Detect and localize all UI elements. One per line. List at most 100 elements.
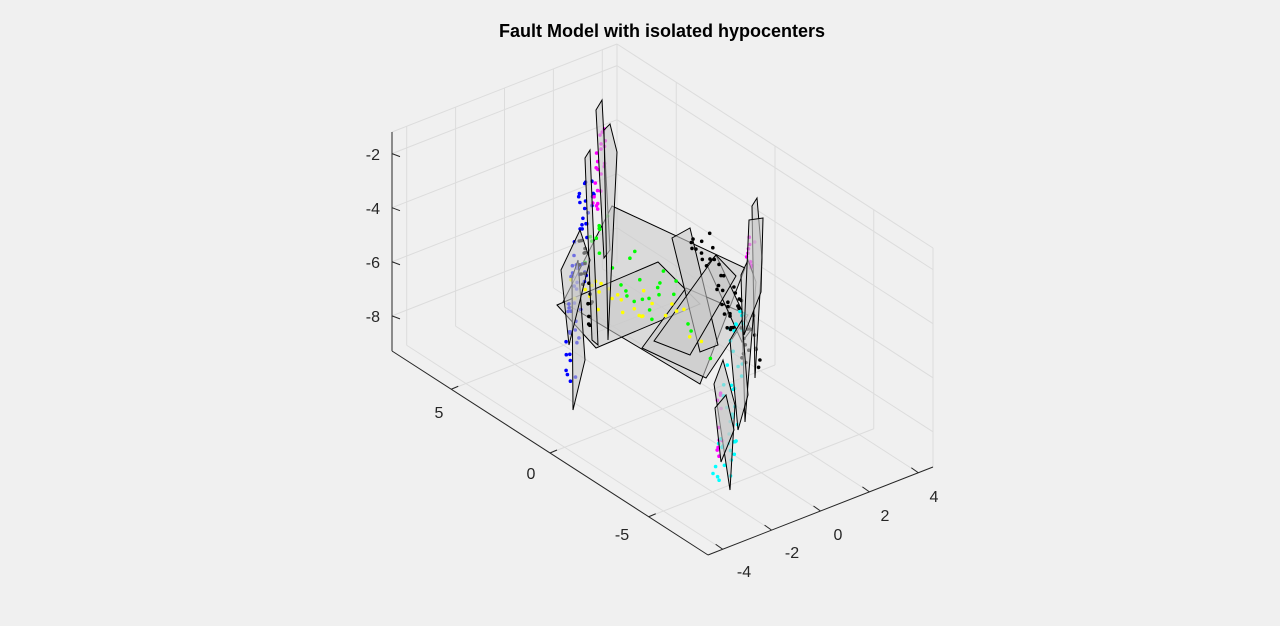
hypocenter-point (725, 363, 730, 367)
axes: -2 -4 -6 -8 -5 0 5 -4 -2 0 2 4 (366, 132, 939, 581)
x-tick-mark (813, 505, 821, 512)
hypocenter-point (565, 372, 570, 377)
hypocenter-point (650, 317, 654, 322)
grid-line (616, 43, 934, 249)
y-axis: -5 0 5 (391, 350, 709, 556)
hypocenter-point (564, 339, 568, 344)
hypocenter-point (633, 249, 637, 254)
hypocenter-point (620, 310, 625, 315)
chart-title: Fault Model with isolated hypocenters (499, 21, 825, 41)
hypocenter-point (593, 181, 598, 185)
hypocenter-point (568, 379, 573, 384)
fault-plane (653, 254, 737, 356)
z-tick-label: -2 (366, 147, 380, 164)
hypocenter-point (595, 201, 600, 206)
hypocenter-point (694, 247, 698, 251)
hypocenter-point (650, 301, 654, 306)
hypocenter-point (624, 289, 628, 293)
z-tick-label: -8 (366, 309, 380, 326)
hypocenter-point (586, 322, 591, 326)
hypocenter-point (619, 283, 623, 287)
y-tick-label: 5 (435, 405, 444, 422)
x-tick-marks (715, 467, 919, 550)
hypocenter-point (715, 474, 720, 479)
hypocenter-point (568, 352, 572, 357)
hypocenter-point (728, 327, 733, 332)
hypocenter-point (726, 304, 730, 309)
grid-line (616, 119, 934, 325)
hypocenter-point (581, 216, 585, 221)
fault-plane (743, 217, 764, 336)
hypocenter-point (722, 312, 727, 316)
x-tick-label: -4 (737, 564, 751, 581)
y-tick-mark (648, 513, 656, 518)
hypocenter-point (661, 269, 666, 273)
grid-line (391, 173, 618, 263)
hypocenter-point (610, 296, 614, 301)
grid-line (391, 65, 618, 155)
hypocenter-point (731, 325, 735, 330)
hypocenter-point (691, 237, 695, 241)
hypocenter-point (720, 302, 724, 307)
hypocenter-point (594, 236, 599, 240)
y-tick-label: 0 (527, 466, 536, 483)
hypocenter-point (638, 277, 642, 282)
hypocenter-point (721, 273, 726, 278)
hypocenter-point (615, 293, 620, 297)
hypocenter-point (625, 294, 629, 298)
grid-line (391, 43, 618, 133)
hypocenter-point (711, 245, 715, 250)
hypocenter-point (717, 262, 721, 267)
x-tick-label: -2 (785, 545, 799, 562)
hypocenter-point (733, 439, 737, 444)
hypocenter-point (719, 273, 723, 278)
hypocenter-point (658, 281, 662, 285)
hypocenter-point (738, 309, 742, 314)
hypocenter-point (728, 311, 732, 316)
hypocenter-point (580, 223, 584, 227)
hypocenter-point (704, 264, 709, 268)
hypocenter-point (707, 231, 712, 236)
hypocenter-point (583, 287, 587, 292)
z-tick-marks (391, 153, 401, 320)
hypocenter-point (682, 307, 686, 312)
hypocenter-point (595, 207, 600, 211)
z-tick-mark (391, 207, 401, 212)
hypocenter-point (564, 368, 568, 373)
fault-planes-back (556, 205, 752, 385)
z-tick-label: -4 (366, 201, 380, 218)
hypocenter-point (715, 448, 719, 452)
hypocenter-point (647, 296, 651, 301)
hypocenter-point (717, 478, 721, 483)
hypocenter-point (687, 335, 692, 339)
hypocenter-point (674, 309, 679, 313)
hypocenter-point (711, 471, 715, 476)
hypocenter-point (716, 283, 721, 288)
hypocenter-point (699, 251, 704, 255)
hypocenter-point (632, 307, 637, 311)
hypocenter-point (596, 307, 600, 312)
hypocenter-point (674, 279, 678, 283)
hypocenter-point (689, 329, 693, 333)
hypocenter-point (699, 239, 704, 244)
hypocenter-point (713, 464, 718, 469)
fault-plane (584, 148, 599, 347)
hypocenter-point (582, 206, 587, 211)
x-tick-mark (911, 467, 919, 474)
hypocenter-point (599, 281, 603, 286)
fault-plane (729, 318, 749, 431)
hypocenter-point (632, 299, 636, 304)
hypocenter-point (708, 356, 713, 361)
hypocenter-point (722, 463, 727, 468)
hypocenter-point (595, 188, 600, 193)
y-tick-label: -5 (615, 527, 629, 544)
x-axis: -4 -2 0 2 4 (707, 466, 939, 581)
hypocenter-point (663, 313, 668, 318)
hypocenter-point (568, 358, 573, 363)
hypocenter-point (597, 223, 601, 228)
hypocenter-point (708, 257, 712, 261)
hypocenter-point (597, 290, 601, 294)
fault-planes-front (560, 98, 764, 491)
hypocenter-point (641, 314, 645, 318)
